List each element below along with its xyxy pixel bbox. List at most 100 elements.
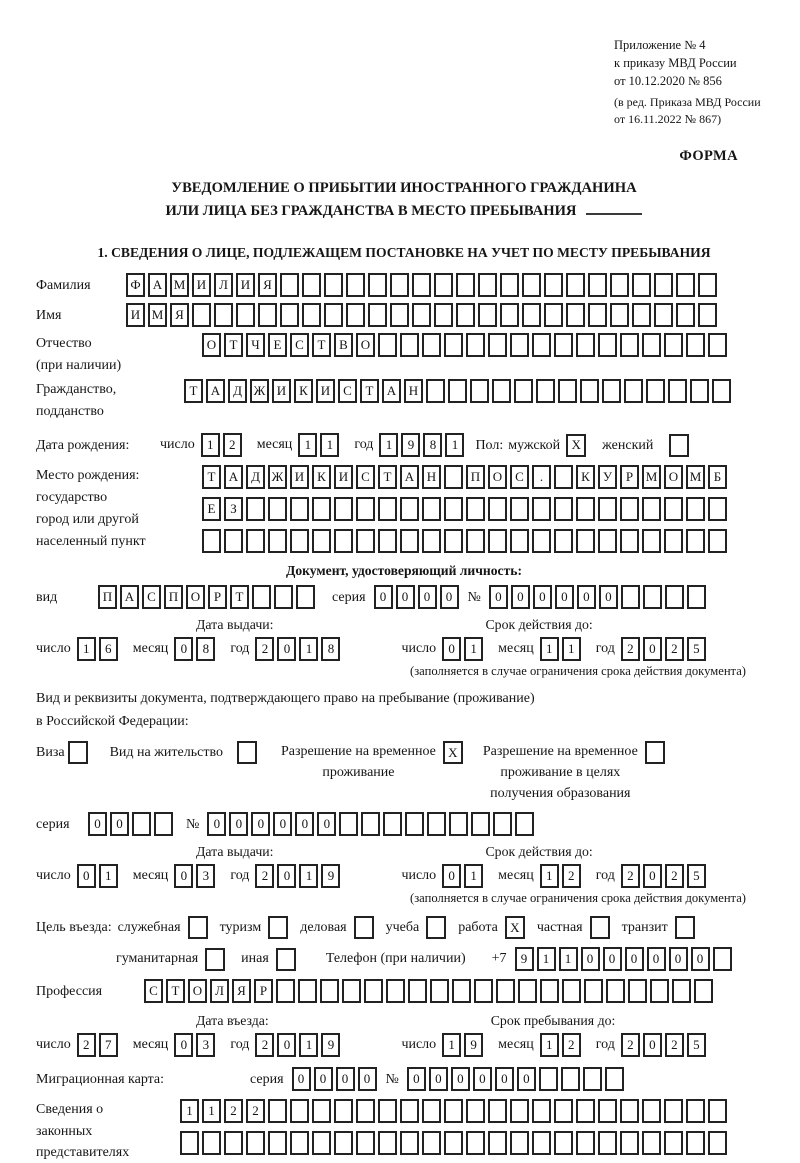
char-cell[interactable] bbox=[470, 379, 489, 403]
char-cell[interactable] bbox=[610, 273, 629, 297]
char-cell[interactable] bbox=[427, 812, 447, 836]
char-cell[interactable]: 0 bbox=[174, 1033, 194, 1057]
char-cell[interactable] bbox=[532, 1099, 551, 1123]
char-cell[interactable]: 0 bbox=[88, 812, 107, 836]
char-cell[interactable]: 1 bbox=[539, 637, 559, 661]
char-cell[interactable]: 0 bbox=[532, 585, 552, 609]
char-cell[interactable] bbox=[400, 529, 419, 553]
char-cell[interactable] bbox=[378, 497, 397, 521]
char-cell[interactable]: У bbox=[598, 465, 617, 489]
char-cell[interactable]: 2 bbox=[664, 864, 684, 888]
purpose-work-checkbox[interactable]: X bbox=[504, 916, 525, 939]
char-cell[interactable] bbox=[588, 303, 607, 327]
char-cell[interactable] bbox=[252, 585, 271, 609]
char-cell[interactable]: Н bbox=[422, 465, 441, 489]
char-cell[interactable]: И bbox=[272, 379, 291, 403]
char-cell[interactable] bbox=[540, 979, 559, 1003]
char-cell[interactable]: С bbox=[338, 379, 357, 403]
char-cell[interactable]: А bbox=[224, 465, 243, 489]
char-cell[interactable] bbox=[224, 1131, 243, 1155]
char-cell[interactable]: 1 bbox=[202, 1099, 221, 1123]
purpose-humanitarian-checkbox[interactable] bbox=[205, 947, 226, 971]
char-cell[interactable] bbox=[390, 303, 409, 327]
char-cell[interactable]: 2 bbox=[255, 864, 275, 888]
char-cell[interactable]: 0 bbox=[406, 1067, 426, 1091]
char-cell[interactable] bbox=[686, 585, 706, 609]
char-cell[interactable] bbox=[510, 1099, 529, 1123]
char-cell[interactable] bbox=[268, 529, 287, 553]
char-cell[interactable]: О bbox=[488, 465, 507, 489]
char-cell[interactable]: 1 bbox=[464, 637, 484, 661]
char-cell[interactable]: 8 bbox=[423, 433, 443, 457]
char-cell[interactable] bbox=[676, 303, 695, 327]
char-cell[interactable]: В bbox=[334, 333, 353, 357]
char-cell[interactable]: А bbox=[382, 379, 401, 403]
char-cell[interactable] bbox=[246, 529, 265, 553]
char-cell[interactable] bbox=[620, 333, 639, 357]
char-cell[interactable] bbox=[694, 979, 713, 1003]
char-cell[interactable]: 0 bbox=[624, 947, 644, 971]
char-cell[interactable]: 0 bbox=[229, 812, 249, 836]
char-cell[interactable] bbox=[422, 497, 441, 521]
char-cell[interactable] bbox=[132, 812, 151, 836]
char-cell[interactable] bbox=[606, 979, 625, 1003]
char-cell[interactable] bbox=[598, 497, 617, 521]
char-cell[interactable]: К bbox=[294, 379, 313, 403]
char-cell[interactable] bbox=[522, 303, 541, 327]
char-cell[interactable]: 1 bbox=[536, 947, 556, 971]
char-cell[interactable]: Л bbox=[214, 273, 233, 297]
char-cell[interactable]: 8 bbox=[196, 637, 216, 661]
char-cell[interactable] bbox=[598, 333, 617, 357]
char-cell[interactable]: 0 bbox=[598, 585, 618, 609]
char-cell[interactable]: 0 bbox=[668, 947, 688, 971]
char-cell[interactable]: 2 bbox=[620, 1033, 640, 1057]
char-cell[interactable] bbox=[642, 529, 661, 553]
char-cell[interactable]: 0 bbox=[273, 812, 293, 836]
char-cell[interactable] bbox=[334, 1131, 353, 1155]
char-cell[interactable] bbox=[560, 1067, 580, 1091]
char-cell[interactable]: 5 bbox=[686, 864, 706, 888]
char-cell[interactable]: 9 bbox=[321, 864, 341, 888]
char-cell[interactable] bbox=[602, 379, 621, 403]
char-cell[interactable]: 0 bbox=[646, 947, 666, 971]
char-cell[interactable]: 1 bbox=[379, 433, 399, 457]
char-cell[interactable]: 1 bbox=[464, 864, 484, 888]
char-cell[interactable]: 8 bbox=[321, 637, 341, 661]
char-cell[interactable] bbox=[510, 529, 529, 553]
char-cell[interactable]: 1 bbox=[320, 433, 340, 457]
char-cell[interactable] bbox=[698, 273, 717, 297]
char-cell[interactable]: 0 bbox=[516, 1067, 536, 1091]
char-cell[interactable] bbox=[620, 585, 640, 609]
char-cell[interactable]: Н bbox=[404, 379, 423, 403]
char-cell[interactable] bbox=[554, 497, 573, 521]
char-cell[interactable] bbox=[664, 585, 684, 609]
char-cell[interactable] bbox=[536, 379, 555, 403]
char-cell[interactable] bbox=[466, 529, 485, 553]
char-cell[interactable] bbox=[444, 1099, 463, 1123]
char-cell[interactable]: П bbox=[164, 585, 183, 609]
char-cell[interactable] bbox=[576, 1131, 595, 1155]
char-cell[interactable] bbox=[554, 529, 573, 553]
char-cell[interactable]: Р bbox=[208, 585, 227, 609]
char-cell[interactable] bbox=[712, 947, 732, 971]
purpose-private-checkbox[interactable] bbox=[589, 916, 610, 939]
char-cell[interactable] bbox=[214, 303, 233, 327]
char-cell[interactable]: 2 bbox=[620, 864, 640, 888]
char-cell[interactable] bbox=[444, 333, 463, 357]
char-cell[interactable] bbox=[192, 303, 211, 327]
char-cell[interactable]: 2 bbox=[222, 433, 242, 457]
char-cell[interactable] bbox=[400, 333, 419, 357]
char-cell[interactable] bbox=[280, 303, 299, 327]
char-cell[interactable]: 5 bbox=[686, 637, 706, 661]
char-cell[interactable] bbox=[510, 1131, 529, 1155]
char-cell[interactable] bbox=[708, 497, 727, 521]
char-cell[interactable] bbox=[518, 979, 537, 1003]
char-cell[interactable]: О bbox=[188, 979, 207, 1003]
char-cell[interactable] bbox=[632, 273, 651, 297]
char-cell[interactable] bbox=[386, 979, 405, 1003]
char-cell[interactable]: Я bbox=[232, 979, 251, 1003]
char-cell[interactable]: Д bbox=[228, 379, 247, 403]
purpose-other-checkbox[interactable] bbox=[275, 947, 296, 971]
char-cell[interactable] bbox=[456, 273, 475, 297]
char-cell[interactable] bbox=[582, 1067, 602, 1091]
